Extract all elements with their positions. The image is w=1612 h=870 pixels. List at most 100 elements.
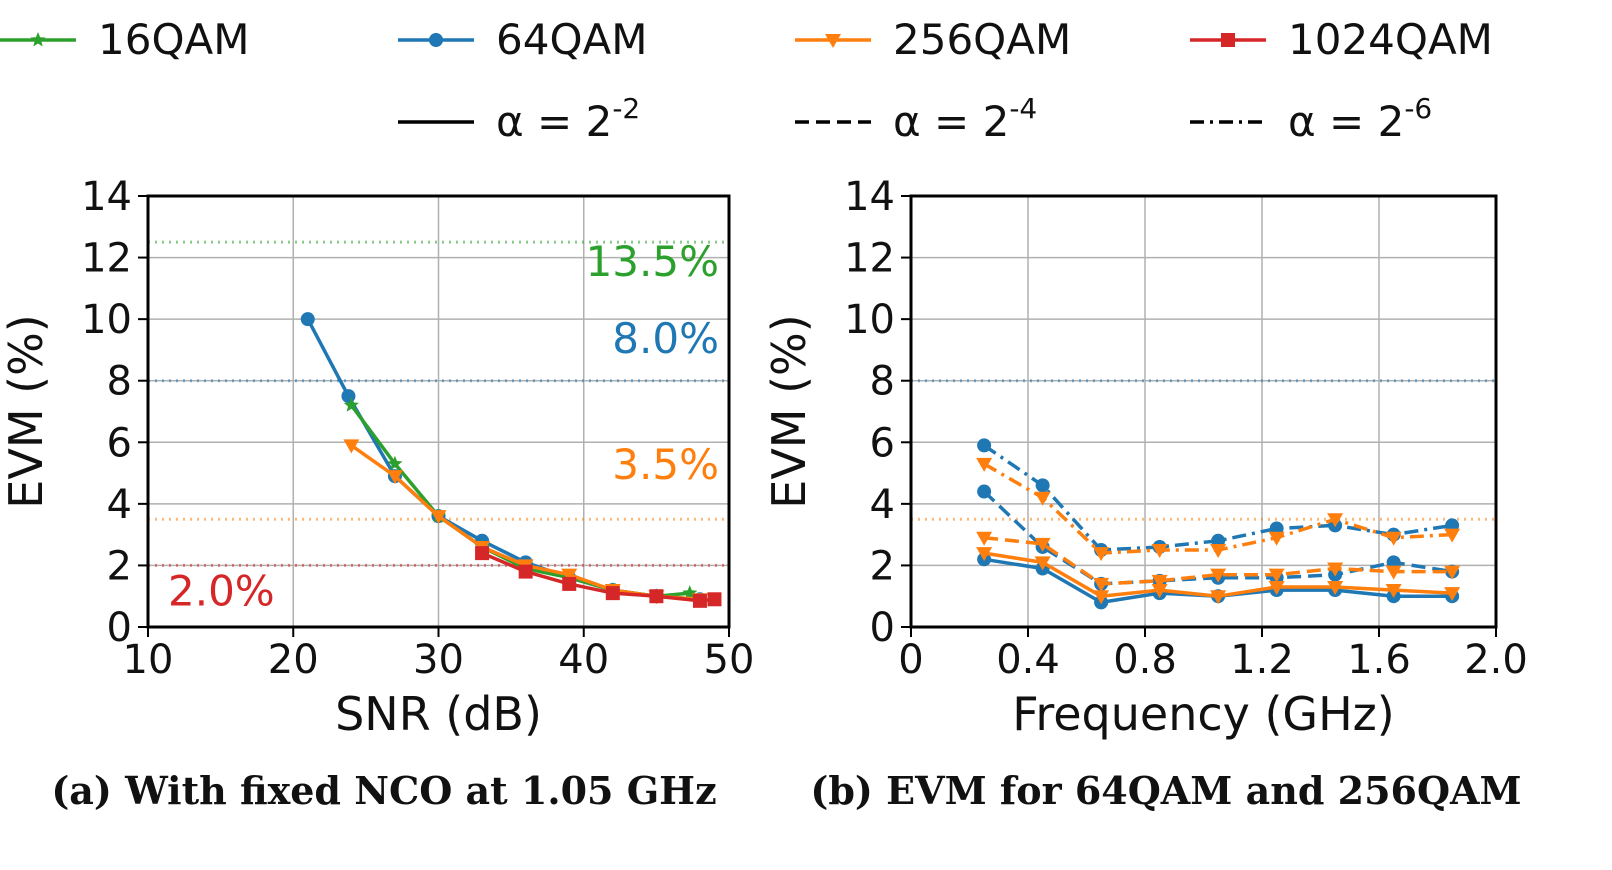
- data-point: [1385, 565, 1402, 580]
- y-tick-label: 2: [107, 543, 132, 589]
- chart-b: 0 0.4 0.8 1.2 1.6 2.0 0 2 4 6 8 10 12 14 Frequency (GH…: [762, 174, 1528, 813]
- data-point: [707, 592, 722, 607]
- y-tick-label: 4: [870, 482, 895, 528]
- data-point: [1444, 528, 1461, 543]
- x-tick-label: 20: [268, 637, 319, 683]
- chart-caption: (b) EVM for 64QAM and 256QAM: [810, 768, 1521, 813]
- plot-frame: [909, 194, 1498, 629]
- data-point: [300, 312, 315, 327]
- x-tick-label: 0.8: [1113, 637, 1177, 683]
- y-tick-label: 0: [870, 605, 895, 651]
- data-point: [1093, 547, 1110, 562]
- series-256qam-dashdot: [976, 457, 1461, 562]
- legend-label: 256QAM: [893, 15, 1071, 64]
- data-point: [1268, 580, 1285, 595]
- legend-label: 64QAM: [496, 15, 647, 64]
- y-tick-label: 4: [107, 482, 132, 528]
- x-tick-label: 10: [123, 637, 174, 683]
- legend-style-label: α = 2-2: [496, 92, 640, 146]
- plot-series: [976, 438, 1461, 610]
- x-tick-label: 2.0: [1464, 637, 1528, 683]
- y-tick-label: 10: [844, 297, 895, 343]
- data-point: [1034, 491, 1051, 506]
- y-tick-label: 14: [844, 174, 895, 220]
- data-point: [343, 439, 360, 454]
- data-point: [1268, 531, 1285, 546]
- data-point: [976, 531, 993, 546]
- series-256qam-dashed: [976, 531, 1461, 592]
- series-line: [983, 535, 1453, 586]
- data-point: [343, 397, 359, 412]
- data-point: [430, 510, 447, 525]
- data-point: [649, 589, 664, 604]
- legend: 16QAM 64QAM 256QAM 1024QAM α = 2-2 α = 2-4 α =…: [0, 15, 1493, 146]
- data-point: [1151, 544, 1168, 559]
- data-point: [976, 547, 993, 562]
- data-point: [518, 564, 533, 579]
- legend-style-solid: α = 2-2: [398, 92, 640, 146]
- data-point: [1093, 577, 1110, 592]
- legend-marker-icon: [429, 33, 443, 47]
- y-tick-label: 12: [81, 236, 132, 282]
- x-tick-label: 1.2: [1230, 637, 1294, 683]
- thresholds: [911, 379, 1496, 521]
- series-1024qam-solid: [475, 546, 722, 608]
- threshold-label: 13.5%: [586, 237, 719, 286]
- legend-style-label: α = 2-6: [1288, 92, 1432, 146]
- y-tick-label: 10: [81, 297, 132, 343]
- data-point: [562, 576, 577, 591]
- data-point: [1327, 562, 1344, 577]
- data-point: [977, 438, 992, 453]
- data-point: [1210, 590, 1227, 605]
- data-point: [341, 389, 356, 404]
- y-tick-label: 14: [81, 174, 132, 220]
- data-point: [977, 484, 992, 499]
- data-point: [475, 546, 490, 561]
- data-point: [1327, 513, 1344, 528]
- data-point: [1385, 531, 1402, 546]
- threshold-label: 8.0%: [612, 314, 719, 363]
- legend-label: 16QAM: [98, 15, 249, 64]
- data-point: [1268, 568, 1285, 583]
- series-line: [982, 490, 1453, 586]
- data-point: [1151, 574, 1168, 589]
- series-line: [983, 443, 1453, 552]
- legend-marker-icon: [1221, 33, 1235, 47]
- plot-series: [300, 312, 722, 608]
- y-tick-label: 6: [107, 420, 132, 466]
- data-point: [682, 585, 698, 600]
- data-point: [1444, 565, 1461, 580]
- data-point: [561, 568, 578, 583]
- x-tick-label: 40: [558, 637, 609, 683]
- y-tick-label: 0: [107, 605, 132, 651]
- legend-entry-256qam: 256QAM: [795, 15, 1071, 64]
- threshold-label: 3.5%: [612, 440, 719, 489]
- ticks: 10 20 30 40 50 0 2 4 6 8 10 12 14: [81, 174, 754, 683]
- legend-label: 1024QAM: [1288, 15, 1493, 64]
- data-point: [1034, 556, 1051, 571]
- legend-entry-1024qam: 1024QAM: [1190, 15, 1493, 64]
- x-tick-label: 0.4: [996, 637, 1060, 683]
- data-point: [386, 470, 403, 485]
- data-point: [976, 457, 993, 472]
- series-256qam-solid: [976, 547, 1461, 605]
- legend-style-exponent: -4: [1009, 92, 1037, 125]
- data-point: [1327, 580, 1344, 595]
- legend-style-exponent: -6: [1404, 92, 1432, 125]
- legend-marker-icon: [825, 34, 841, 48]
- y-tick-label: 8: [107, 359, 132, 405]
- x-tick-label: 0: [898, 637, 923, 683]
- data-point: [1210, 544, 1227, 559]
- x-axis-label: Frequency (GHz): [1012, 687, 1395, 741]
- legend-style-label: α = 2-4: [893, 92, 1037, 146]
- ticks: 0 0.4 0.8 1.2 1.6 2.0 0 2 4 6 8 10 12 14: [844, 174, 1528, 683]
- y-tick-label: 12: [844, 236, 895, 282]
- x-tick-label: 1.6: [1347, 637, 1411, 683]
- legend-style-exponent: -2: [612, 92, 640, 125]
- legend-style-dashdot: α = 2-6: [1190, 92, 1432, 146]
- x-tick-label: 50: [704, 637, 755, 683]
- y-tick-label: 8: [870, 359, 895, 405]
- x-axis-label: SNR (dB): [335, 687, 542, 741]
- x-tick-label: 30: [413, 637, 464, 683]
